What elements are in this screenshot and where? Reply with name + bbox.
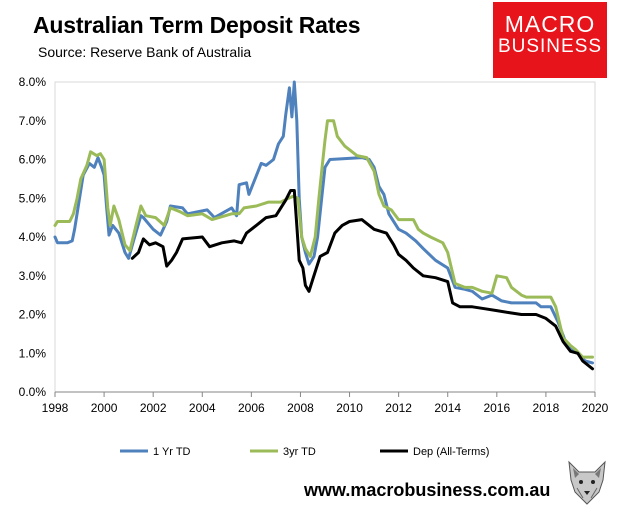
y-tick-label: 7.0% — [19, 114, 47, 128]
series-line-1-yr-td — [53, 80, 594, 365]
y-tick-label: 8.0% — [19, 75, 47, 89]
x-tick-label: 1998 — [42, 401, 69, 415]
x-tick-label: 2012 — [385, 401, 412, 415]
y-tick-label: 1.0% — [19, 346, 47, 360]
x-tick-label: 2020 — [582, 401, 609, 415]
x-tick-label: 2008 — [287, 401, 314, 415]
x-tick-label: 2018 — [533, 401, 560, 415]
legend-label: Dep (All-Terms) — [413, 446, 489, 458]
chart-title: Australian Term Deposit Rates — [33, 12, 361, 38]
x-tick-label: 2010 — [336, 401, 363, 415]
website-url[interactable]: www.macrobusiness.com.au — [304, 480, 551, 500]
y-tick-label: 0.0% — [19, 385, 47, 399]
chart-subtitle: Source: Reserve Bank of Australia — [38, 44, 252, 60]
x-tick-label: 2004 — [189, 401, 216, 415]
series-line-3yr-td — [53, 119, 594, 359]
series-line-dep-all-terms — [130, 189, 594, 371]
y-tick-label: 6.0% — [19, 153, 47, 167]
y-tick-label: 3.0% — [19, 269, 47, 283]
macrobusiness-logo[interactable]: MACRO BUSINESS — [493, 2, 607, 78]
y-tick-label: 5.0% — [19, 191, 47, 205]
x-tick-label: 2014 — [434, 401, 461, 415]
y-tick-label: 2.0% — [19, 308, 47, 322]
wolf-icon — [568, 460, 606, 505]
x-tick-label: 2006 — [238, 401, 265, 415]
legend-label: 1 Yr TD — [153, 446, 191, 458]
line-chart: 0.0% 1.0% 2.0% 3.0% 4.0% 5.0% 6.0% 7.0% 8.0% 199… — [19, 75, 609, 458]
x-axis: 1998 2000 2002 2004 2006 2008 2010 2012 2014 2016… — [42, 391, 609, 415]
x-tick-label: 2000 — [91, 401, 118, 415]
series-lines — [53, 80, 594, 371]
x-tick-label: 2002 — [140, 401, 167, 415]
legend: 1 Yr TD 3yr TD Dep (All-Terms) — [120, 446, 489, 458]
y-tick-label: 4.0% — [19, 230, 47, 244]
x-tick-label: 2016 — [483, 401, 510, 415]
legend-label: 3yr TD — [283, 446, 316, 458]
logo-text-line2: BUSINESS — [497, 36, 603, 57]
logo-text-line1: MACRO — [504, 11, 596, 37]
y-axis: 0.0% 1.0% 2.0% 3.0% 4.0% 5.0% 6.0% 7.0% 8.0% — [19, 75, 47, 399]
